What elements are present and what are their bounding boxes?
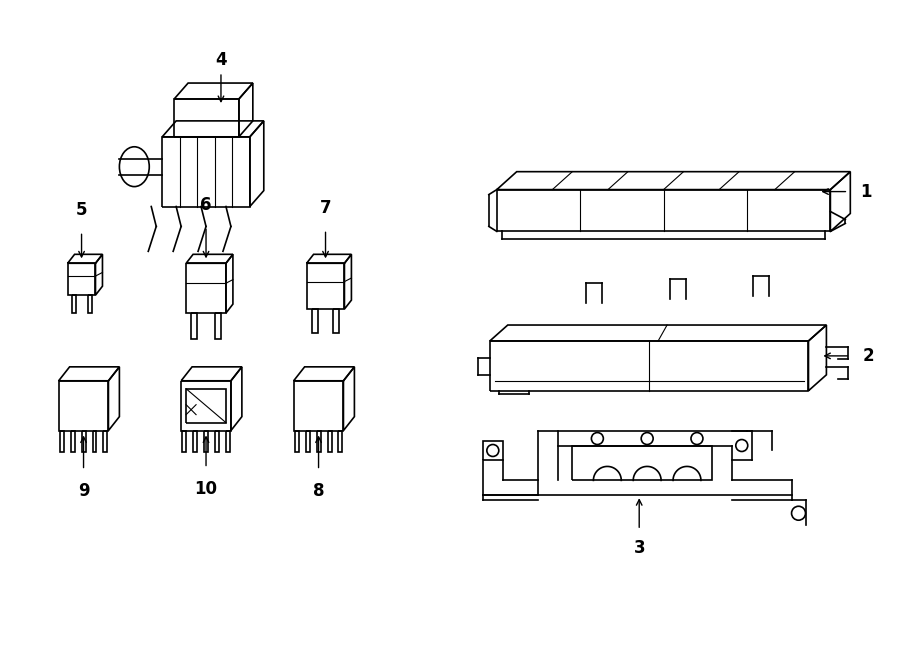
Text: 5: 5 bbox=[76, 202, 87, 219]
Text: 3: 3 bbox=[634, 539, 645, 557]
Text: 10: 10 bbox=[194, 481, 218, 498]
Text: 4: 4 bbox=[215, 51, 227, 69]
Text: 6: 6 bbox=[201, 196, 212, 214]
Text: 2: 2 bbox=[862, 347, 874, 365]
Text: 7: 7 bbox=[320, 200, 331, 217]
Text: 8: 8 bbox=[313, 483, 324, 500]
Text: 1: 1 bbox=[860, 182, 872, 200]
Text: 9: 9 bbox=[77, 483, 89, 500]
